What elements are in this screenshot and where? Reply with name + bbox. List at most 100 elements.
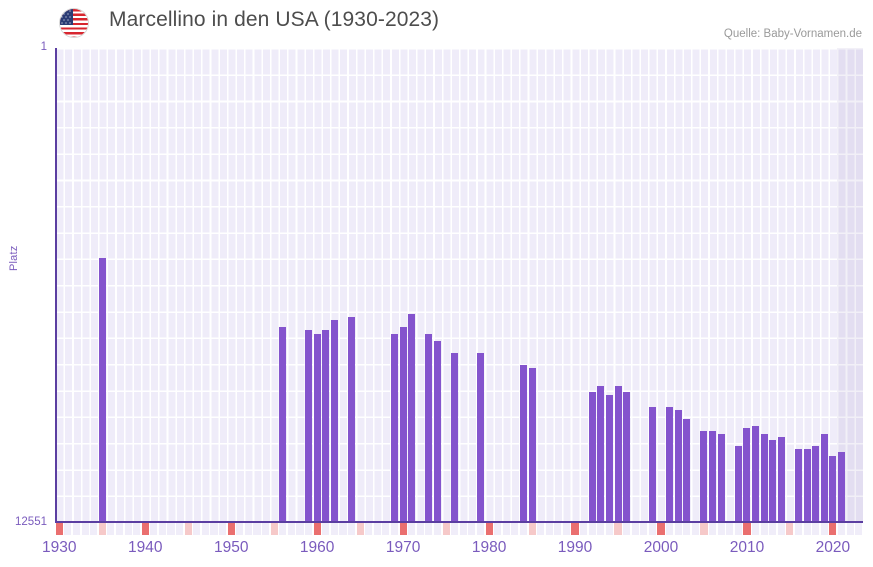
x-axis-tick-cell: [158, 523, 166, 535]
x-axis-tick-cell: [382, 523, 390, 535]
x-axis-tick-cell: [545, 523, 553, 535]
x-axis-tick-cell: [167, 523, 175, 535]
x-axis-tick-cell: [846, 523, 854, 535]
x-axis-tick-cell: [451, 523, 459, 535]
bar: [605, 395, 613, 522]
bar: [683, 419, 691, 522]
bar: [528, 367, 536, 522]
x-axis-tick-cell: [210, 523, 218, 535]
x-axis-tick-cell: [365, 523, 373, 535]
x-axis-tick-cell: [717, 523, 725, 535]
x-axis-tick-cell: [777, 523, 785, 535]
x-axis-tick-cell: [700, 523, 708, 535]
x-axis-tick-cell: [399, 523, 407, 535]
x-axis-tick-cell: [786, 523, 794, 535]
bar: [322, 330, 330, 522]
bar: [829, 455, 837, 522]
x-axis-tick-cell: [812, 523, 820, 535]
x-axis-tick-cell: [476, 523, 485, 535]
x-axis-tick-cell: [657, 523, 665, 535]
x-axis-tick-label: 1960: [299, 539, 335, 556]
bar: [305, 330, 313, 522]
x-axis-tick-cell: [236, 523, 244, 535]
x-axis-tick-cell: [837, 523, 846, 535]
x-axis-tick-cell: [752, 523, 760, 535]
bar: [760, 434, 768, 522]
x-axis-tick-cell: [605, 523, 613, 535]
x-axis-tick-cell: [373, 523, 381, 535]
page-title: Marcellino in den USA (1930-2023): [109, 8, 440, 31]
bar: [674, 410, 682, 522]
bar: [279, 326, 287, 522]
x-axis-tick-cell: [107, 523, 115, 535]
flag-canton: [60, 9, 73, 25]
x-axis-tick-cell: [743, 523, 751, 535]
x-axis-tick-cell: [90, 523, 98, 535]
bar: [588, 392, 596, 522]
x-axis-tick-label: 1930: [42, 539, 77, 556]
x-axis-tick-cell: [81, 523, 89, 535]
x-axis-tick-cell: [631, 523, 639, 535]
x-axis-tick-cell: [502, 523, 510, 535]
x-axis-tick-cell: [356, 523, 364, 535]
bar: [330, 320, 338, 522]
y-axis-tick-top: 1: [40, 41, 47, 53]
x-axis-tick-cell: [244, 523, 252, 535]
bar: [597, 386, 605, 522]
x-axis-tick-cell: [287, 523, 295, 535]
bar: [838, 452, 845, 522]
bar: [666, 407, 674, 522]
x-axis-tick-cell: [408, 523, 416, 535]
chart-header: Marcellino in den USA (1930-2023) Quelle…: [0, 0, 873, 44]
x-axis-tick-cell: [313, 523, 321, 535]
x-axis-tick-cell: [468, 523, 476, 535]
bar: [623, 392, 631, 522]
bar: [391, 333, 399, 522]
x-axis-tick-cell: [769, 523, 777, 535]
x-axis-tick-cell: [666, 523, 674, 535]
x-axis-tick-cell: [339, 523, 347, 535]
x-axis-tick-cell: [855, 523, 863, 535]
x-axis-tick-cell: [442, 523, 450, 535]
y-axis-line: [55, 48, 57, 522]
x-axis-tick-cell: [124, 523, 132, 535]
x-axis-tick-cell: [390, 523, 399, 535]
plot-area: [55, 48, 863, 522]
x-axis-tick-cell: [571, 523, 579, 535]
bar: [519, 364, 527, 522]
x-axis-tick-cell: [691, 523, 699, 535]
bar: [743, 428, 751, 522]
x-axis-tick-cell: [150, 523, 158, 535]
x-axis-tick-label: 1980: [471, 539, 507, 556]
x-axis-tick-cell: [734, 523, 742, 535]
x-axis-tick-cell: [709, 523, 717, 535]
x-axis-tick-cell: [580, 523, 588, 535]
x-axis-tick-cell: [55, 523, 63, 535]
bar: [777, 437, 785, 522]
x-axis-tick-cell: [305, 523, 313, 535]
y-axis-title: Platz: [8, 245, 20, 271]
grid-lines: [55, 48, 863, 522]
bar: [476, 352, 484, 522]
x-axis-tick-cell: [519, 523, 527, 535]
x-axis-tick-cell: [511, 523, 519, 535]
bar: [399, 327, 407, 522]
x-axis-tick-cell: [425, 523, 433, 535]
x-axis-tick-cell: [322, 523, 330, 535]
x-axis-tick-cell: [640, 523, 648, 535]
bar: [795, 449, 803, 522]
x-axis-tick-cell: [554, 523, 562, 535]
x-axis-tick-cell: [64, 523, 72, 535]
y-axis-tick-bottom: 12551: [15, 516, 47, 528]
x-axis-tick-cell: [726, 523, 734, 535]
x-axis-tick-cell: [459, 523, 467, 535]
flag-stars: [60, 9, 73, 25]
x-axis-tick-label: 1990: [557, 539, 593, 556]
x-axis-tick-cell: [803, 523, 811, 535]
x-axis-tick-cell: [562, 523, 570, 535]
x-axis-tick-cell: [115, 523, 123, 535]
x-axis-tick-cell: [537, 523, 545, 535]
x-axis-tick-label: 2010: [729, 539, 765, 556]
x-axis-tick-cell: [528, 523, 536, 535]
